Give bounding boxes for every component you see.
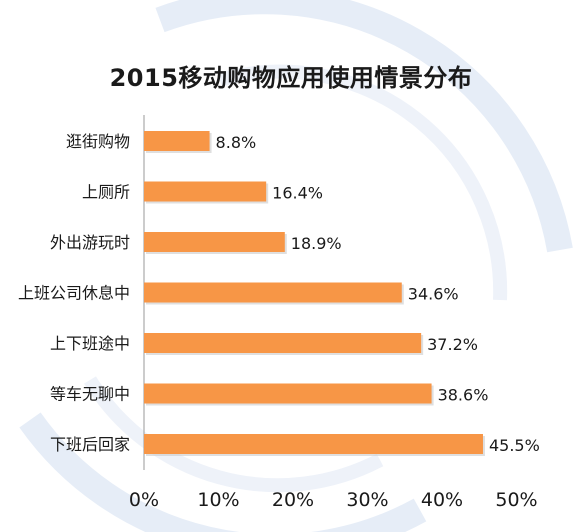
bar <box>144 434 483 454</box>
data-label: 16.4% <box>272 184 323 203</box>
category-label: 上班公司休息中 <box>18 284 130 303</box>
bar <box>144 333 422 353</box>
category-label: 外出游玩时 <box>50 233 130 252</box>
data-label: 18.9% <box>291 234 342 253</box>
x-tick-label: 50% <box>495 489 537 511</box>
x-tick-label: 10% <box>197 489 239 511</box>
x-tick-label: 40% <box>421 489 463 511</box>
data-label: 8.8% <box>216 133 257 152</box>
bar <box>144 131 210 151</box>
bar <box>144 282 402 303</box>
bar <box>144 181 267 202</box>
data-label: 34.6% <box>408 285 459 304</box>
x-tick-label: 0% <box>129 489 159 511</box>
data-label: 38.6% <box>438 386 489 405</box>
category-label: 等车无聊中 <box>50 385 130 404</box>
x-tick-label: 30% <box>346 489 388 511</box>
category-label: 逛街购物 <box>66 132 130 151</box>
data-label: 37.2% <box>427 335 478 354</box>
bar <box>144 383 432 404</box>
x-tick-label: 20% <box>272 489 314 511</box>
bar <box>144 232 285 252</box>
category-label: 上厕所 <box>82 183 130 202</box>
category-label: 上下班途中 <box>50 334 130 353</box>
data-label: 45.5% <box>489 436 540 455</box>
chart-title: 2015移动购物应用使用情景分布 <box>109 64 473 92</box>
category-label: 下班后回家 <box>50 435 130 454</box>
